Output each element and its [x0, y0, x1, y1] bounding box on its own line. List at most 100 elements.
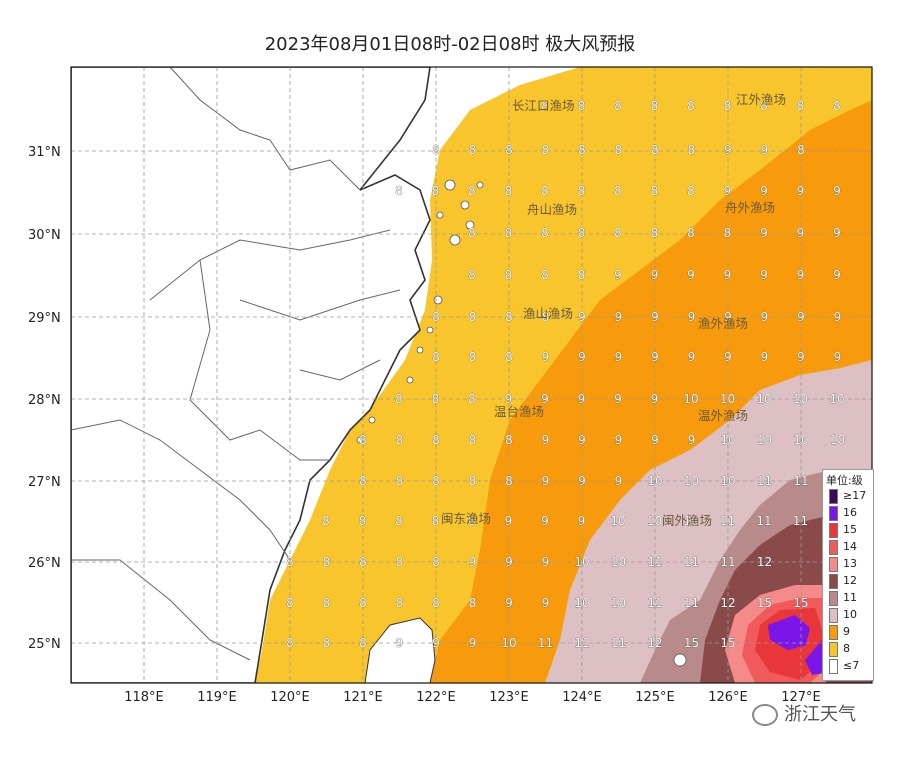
wind-value: 15	[793, 596, 808, 610]
wind-value: 10	[829, 392, 844, 406]
wind-value: 12	[720, 596, 735, 610]
wind-value: 10	[720, 474, 735, 488]
wind-value: 8	[687, 226, 695, 240]
province-boundaries	[71, 67, 401, 661]
wind-value: 8	[323, 555, 331, 569]
wind-value: 8	[432, 514, 440, 528]
watermark-text: 浙江天气	[784, 704, 856, 725]
wind-value: 8	[651, 184, 659, 198]
wind-value: 11	[684, 596, 699, 610]
wind-value: 9	[724, 350, 732, 364]
wind-value: 11	[684, 555, 699, 569]
wind-value: 9	[651, 268, 659, 282]
wind-value: 9	[614, 392, 622, 406]
wechat-icon	[752, 704, 778, 726]
wind-value: 9	[688, 350, 696, 364]
wind-value: 12	[647, 636, 662, 650]
wind-value: 10	[756, 392, 771, 406]
legend-swatch	[829, 540, 838, 555]
wind-value: 8	[614, 99, 622, 113]
legend-item: 12	[829, 573, 873, 590]
wind-value: 8	[651, 143, 659, 157]
legend-item: ≤7	[829, 658, 873, 675]
wind-value: 9	[505, 392, 513, 406]
wind-value: 8	[322, 514, 330, 528]
fishing-ground-label: 江外渔场	[736, 92, 786, 107]
legend-label: ≥17	[843, 489, 867, 502]
legend-label: 10	[843, 608, 857, 621]
wind-value: 10	[611, 596, 626, 610]
wind-value: 8	[651, 226, 659, 240]
wind-value: 8	[359, 474, 367, 488]
wind-value: 9	[834, 350, 842, 364]
wind-value: 8	[541, 184, 549, 198]
wind-value: 8	[395, 184, 403, 198]
wind-value: 9	[542, 555, 550, 569]
wind-value: 10	[647, 474, 662, 488]
fishing-ground-label: 渔外渔场	[698, 316, 748, 331]
wind-value: 8	[323, 636, 331, 650]
wind-value: 9	[578, 514, 586, 528]
wind-value: 9	[615, 350, 623, 364]
wind-value: 9	[614, 268, 622, 282]
wind-value: 9	[578, 310, 586, 324]
wind-value: 8	[396, 433, 404, 447]
taiwan-land	[364, 617, 436, 683]
wind-value: 8	[469, 143, 477, 157]
wind-value: 8	[286, 555, 294, 569]
wind-value: 9	[542, 350, 550, 364]
fishing-ground-label: 温外渔场	[698, 408, 748, 423]
wind-value: 8	[469, 350, 477, 364]
map-frame	[70, 66, 873, 684]
wind-value: 11	[720, 514, 735, 528]
wind-value: 8	[468, 392, 476, 406]
wind-value: 10	[610, 514, 625, 528]
wind-value: 11	[647, 555, 662, 569]
wind-value: 10	[574, 555, 589, 569]
legend-swatch	[829, 625, 838, 640]
wind-value: 8	[505, 268, 513, 282]
wind-value: 8	[469, 433, 477, 447]
legend-item: 9	[829, 624, 873, 641]
wind-value: 8	[432, 433, 440, 447]
legend-item: 16	[829, 505, 873, 522]
wind-value: 9	[760, 226, 768, 240]
legend-swatch	[829, 574, 838, 589]
wind-value: 8	[432, 143, 440, 157]
wind-value: 8	[469, 310, 477, 324]
legend-swatch	[829, 557, 838, 572]
wind-value: 9	[615, 310, 623, 324]
wind-value: 8	[359, 596, 367, 610]
wind-value: 9	[833, 226, 841, 240]
wind-value: 9	[396, 636, 404, 650]
wind-value: 9	[651, 433, 659, 447]
wind-value: 9	[761, 350, 769, 364]
lat-label: 27°N	[28, 475, 61, 490]
wind-value: 8	[505, 310, 513, 324]
wind-value: 11	[720, 555, 735, 569]
wind-value: 8	[432, 474, 440, 488]
wind-value: 8	[541, 226, 549, 240]
wind-value: 10	[683, 514, 698, 528]
wind-value: 8	[468, 514, 476, 528]
lat-label: 31°N	[28, 145, 61, 160]
legend-label: ≤7	[843, 659, 860, 672]
wind-value: 8	[724, 226, 732, 240]
wind-value: 9	[651, 392, 659, 406]
wind-value: 8	[286, 636, 294, 650]
wind-value: 11	[538, 636, 553, 650]
wind-value: 9	[761, 310, 769, 324]
legend-swatch	[829, 659, 838, 674]
wind-value: 8	[687, 184, 695, 198]
legend-label: 15	[843, 523, 857, 536]
wind-value: 9	[542, 474, 550, 488]
legend-swatch	[829, 608, 838, 623]
wind-value: 9	[469, 636, 477, 650]
wind-value: 8	[760, 99, 768, 113]
wind-value: 8	[541, 99, 549, 113]
wind-value: 9	[724, 268, 732, 282]
wind-value: 9	[688, 310, 696, 324]
legend-item: 14	[829, 539, 873, 556]
legend-item: 15	[829, 522, 873, 539]
wind-value: 8	[468, 226, 476, 240]
